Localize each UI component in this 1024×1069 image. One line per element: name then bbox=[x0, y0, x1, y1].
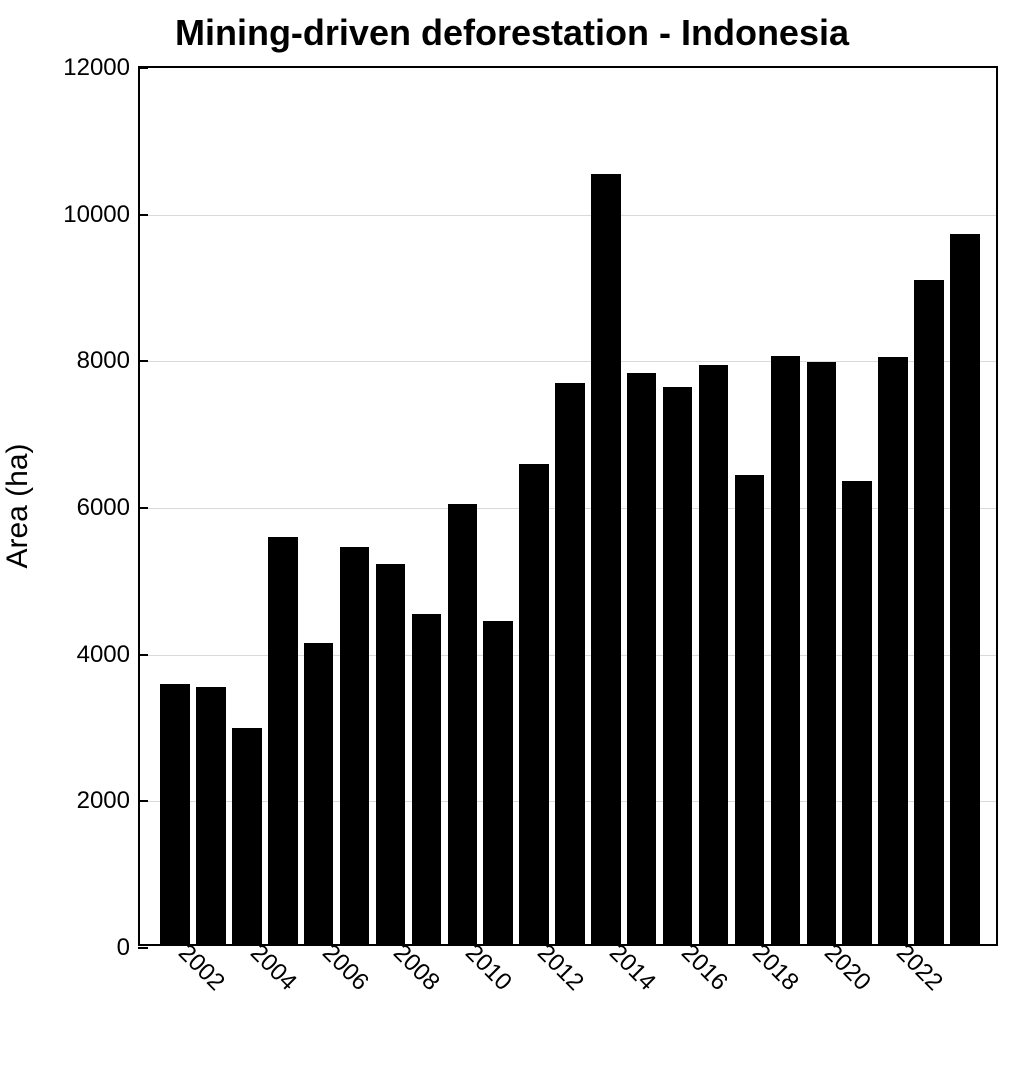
x-tick-label: 2004 bbox=[244, 939, 302, 997]
x-tick-mark bbox=[533, 938, 535, 946]
x-tick-mark bbox=[605, 938, 607, 946]
x-tick-mark bbox=[641, 938, 643, 946]
x-tick-label: 2018 bbox=[747, 939, 805, 997]
y-tick-label: 2000 bbox=[77, 787, 130, 815]
plot-area: 020004000600080001000012000 200220042006… bbox=[138, 66, 998, 946]
bar bbox=[268, 537, 297, 944]
bar bbox=[304, 643, 333, 944]
x-tick-label: 2020 bbox=[818, 939, 876, 997]
y-tick-label: 8000 bbox=[77, 347, 130, 375]
bar bbox=[232, 728, 261, 944]
bar bbox=[735, 475, 764, 944]
x-tick-mark bbox=[390, 938, 392, 946]
x-tick-mark bbox=[425, 938, 427, 946]
x-tick-mark bbox=[461, 938, 463, 946]
x-tick-mark bbox=[497, 938, 499, 946]
bar bbox=[519, 464, 548, 944]
x-tick-label: 2022 bbox=[890, 939, 948, 997]
x-tick-mark bbox=[210, 938, 212, 946]
x-tick-label: 2012 bbox=[531, 939, 589, 997]
x-tick-mark bbox=[856, 938, 858, 946]
bar bbox=[663, 387, 692, 944]
y-tick-mark bbox=[138, 947, 148, 949]
chart-container: Mining-driven deforestation - Indonesia … bbox=[0, 0, 1024, 1069]
y-tick-label: 0 bbox=[117, 934, 130, 962]
x-tick-mark bbox=[174, 938, 176, 946]
bar bbox=[483, 621, 512, 944]
bar bbox=[196, 687, 225, 944]
bar bbox=[340, 547, 369, 944]
bar bbox=[771, 356, 800, 944]
bars-layer bbox=[140, 68, 996, 944]
x-tick-mark bbox=[784, 938, 786, 946]
bar bbox=[914, 280, 943, 944]
x-tick-mark bbox=[748, 938, 750, 946]
x-tick-mark bbox=[246, 938, 248, 946]
x-tick-mark bbox=[820, 938, 822, 946]
x-tick-mark bbox=[318, 938, 320, 946]
x-tick-label: 2008 bbox=[388, 939, 446, 997]
bar bbox=[448, 504, 477, 944]
bar bbox=[842, 481, 871, 944]
x-tick-mark bbox=[677, 938, 679, 946]
y-axis-label: Area (ha) bbox=[1, 443, 35, 568]
bar bbox=[699, 365, 728, 944]
x-tick-label: 2014 bbox=[603, 939, 661, 997]
x-tick-mark bbox=[713, 938, 715, 946]
x-tick-mark bbox=[964, 938, 966, 946]
x-tick-label: 2016 bbox=[675, 939, 733, 997]
x-tick-mark bbox=[928, 938, 930, 946]
x-tick-mark bbox=[569, 938, 571, 946]
y-tick-label: 6000 bbox=[77, 494, 130, 522]
y-tick-label: 4000 bbox=[77, 641, 130, 669]
x-tick-mark bbox=[892, 938, 894, 946]
bar bbox=[591, 174, 620, 944]
x-tick-label: 2006 bbox=[316, 939, 374, 997]
bar bbox=[950, 234, 979, 944]
bar bbox=[878, 357, 907, 944]
bar bbox=[807, 362, 836, 944]
x-tick-mark bbox=[354, 938, 356, 946]
bar bbox=[160, 684, 189, 944]
y-tick-label: 10000 bbox=[63, 201, 130, 229]
bar bbox=[412, 614, 441, 944]
bar bbox=[376, 564, 405, 944]
bar bbox=[627, 373, 656, 944]
x-tick-label: 2002 bbox=[172, 939, 230, 997]
x-tick-label: 2010 bbox=[460, 939, 518, 997]
chart-title: Mining-driven deforestation - Indonesia bbox=[0, 12, 1024, 54]
y-tick-label: 12000 bbox=[63, 54, 130, 82]
bar bbox=[555, 383, 584, 944]
x-tick-mark bbox=[282, 938, 284, 946]
